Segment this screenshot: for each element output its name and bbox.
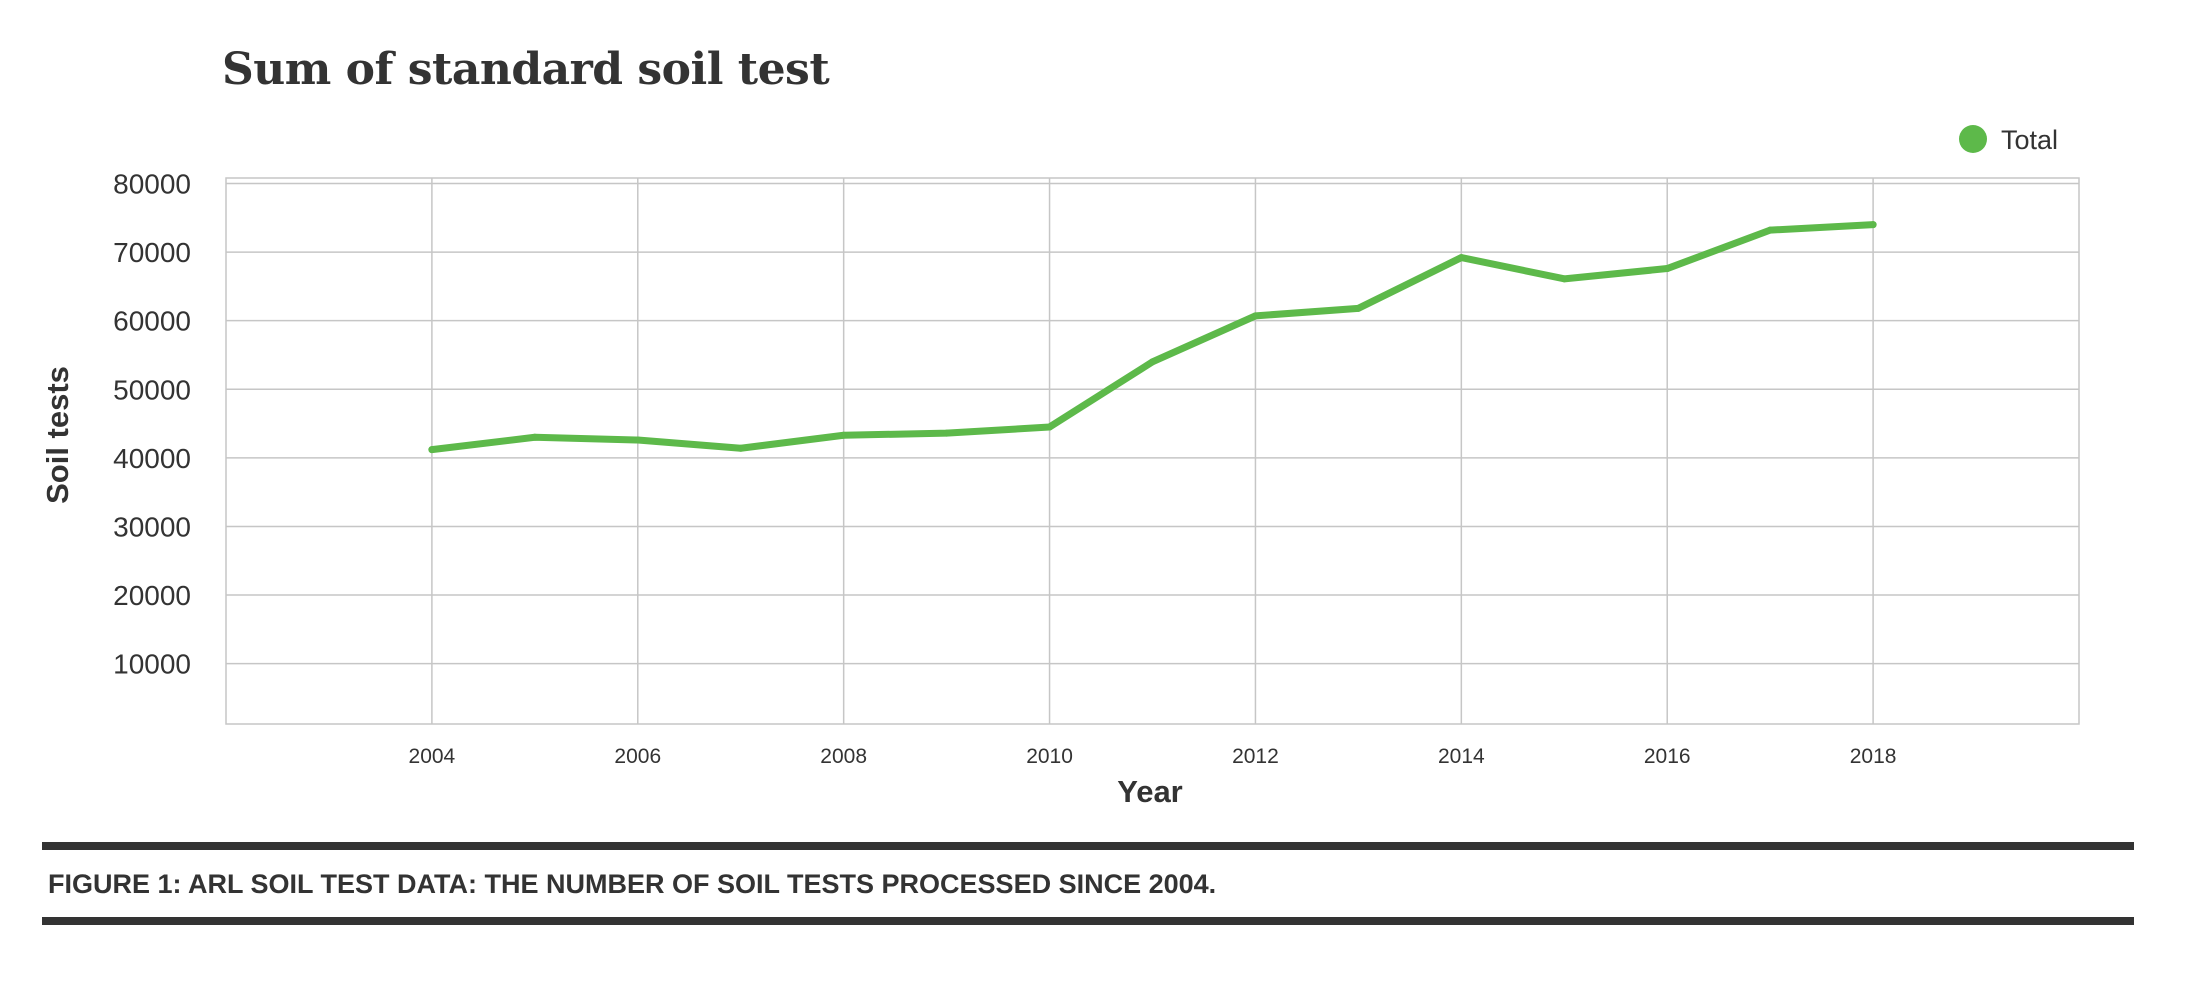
gridlines	[226, 178, 2079, 724]
data-point	[737, 444, 745, 452]
y-tick-label: 50000	[113, 374, 191, 405]
plot-area-border	[225, 177, 2080, 725]
x-tick-label: 2018	[1850, 745, 1897, 768]
y-axis-label: Soil tests	[40, 366, 75, 504]
x-tick-label: 2004	[409, 745, 456, 768]
x-tick-label: 2012	[1232, 745, 1279, 768]
y-tick-label: 30000	[113, 511, 191, 542]
x-axis-label: Year	[1117, 774, 1183, 809]
x-tick-label: 2006	[614, 745, 661, 768]
x-tick-labels: 2004 2006 2008 2010 2012 2014 2016 2018	[409, 745, 1897, 768]
data-point	[1560, 275, 1568, 283]
y-tick-label: 20000	[113, 580, 191, 611]
data-point	[1457, 254, 1465, 262]
y-tick-label: 40000	[113, 443, 191, 474]
legend-label: Total	[2001, 125, 2058, 155]
data-point	[1354, 304, 1362, 312]
y-tick-label: 70000	[113, 237, 191, 268]
data-point	[428, 446, 436, 454]
y-tick-label: 10000	[113, 649, 191, 680]
data-point	[1663, 265, 1671, 273]
caption-top-rule	[42, 842, 2134, 850]
data-point	[840, 431, 848, 439]
legend-marker	[1959, 125, 1987, 153]
x-tick-label: 2010	[1026, 745, 1073, 768]
x-tick-label: 2016	[1644, 745, 1691, 768]
series-lines	[428, 221, 1877, 454]
data-point	[1046, 423, 1054, 431]
data-point	[1766, 226, 1774, 234]
y-tick-labels: 10000 20000 30000 40000 50000 60000 70000 80000	[113, 168, 191, 679]
chart-title: Sum of standard soil test	[222, 44, 830, 95]
data-point	[531, 433, 539, 441]
data-point	[1869, 221, 1877, 229]
series-line-total	[428, 221, 1877, 454]
y-tick-label: 80000	[113, 168, 191, 199]
legend: Total	[1959, 125, 2058, 155]
x-tick-label: 2014	[1438, 745, 1485, 768]
data-point	[1149, 358, 1156, 366]
data-point	[634, 436, 642, 444]
caption-bottom-rule	[42, 917, 2134, 925]
data-point	[1251, 312, 1259, 320]
y-tick-label: 60000	[113, 306, 191, 337]
figure-caption: FIGURE 1: ARL SOIL TEST DATA: THE NUMBER…	[48, 869, 1217, 899]
x-tick-label: 2008	[820, 745, 867, 768]
data-point	[943, 429, 951, 437]
